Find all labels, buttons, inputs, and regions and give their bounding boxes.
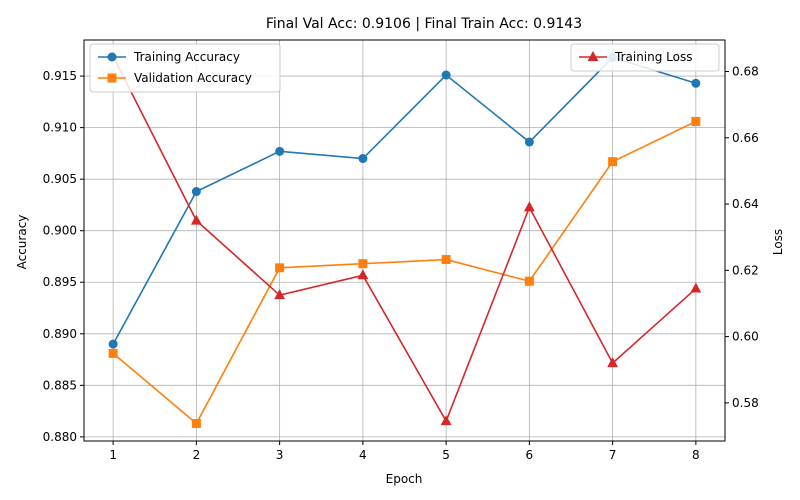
data-point-training-loss <box>274 289 286 300</box>
plot-frame <box>83 39 726 442</box>
y2-tick-label: 0.68 <box>732 64 759 78</box>
y2-tick-label: 0.64 <box>732 197 759 211</box>
data-point-validation-accuracy <box>691 116 701 126</box>
x-tick-label: 5 <box>442 448 450 462</box>
legend-label: Training Accuracy <box>133 50 240 64</box>
x-tick-label: 1 <box>109 448 117 462</box>
y2-tick-label: 0.62 <box>732 263 759 277</box>
data-point-validation-accuracy <box>191 418 201 428</box>
chart-title: Final Val Acc: 0.9106 | Final Train Acc:… <box>266 16 582 32</box>
y2-axis-title: Loss <box>771 229 785 255</box>
y-tick-label: 0.900 <box>43 224 77 238</box>
data-point-training-loss <box>690 282 702 293</box>
legend-marker <box>107 73 117 83</box>
x-tick-label: 4 <box>359 448 367 462</box>
data-point-training-accuracy <box>691 78 701 88</box>
x-tick-label: 2 <box>193 448 201 462</box>
series-line-validation-accuracy <box>112 120 697 425</box>
data-point-training-accuracy <box>191 187 201 197</box>
data-point-training-accuracy <box>524 137 534 147</box>
legend-upper-left: Training Accuracy Validation Accuracy <box>89 43 281 93</box>
y-tick-label: 0.890 <box>43 327 77 341</box>
y-tick-label: 0.910 <box>43 121 77 135</box>
data-point-validation-accuracy <box>608 157 618 167</box>
legend-upper-right: Training Loss <box>570 43 720 72</box>
y2-tick-label: 0.60 <box>732 330 759 344</box>
series-line-training-accuracy <box>112 56 697 345</box>
data-point-training-loss <box>357 269 369 280</box>
series-training-loss <box>107 50 702 426</box>
data-point-validation-accuracy <box>358 259 368 269</box>
data-point-training-loss <box>607 357 619 368</box>
legend-marker <box>107 52 117 62</box>
y-tick-label: 0.905 <box>43 172 77 186</box>
data-point-training-accuracy <box>358 154 368 164</box>
x-axis-title: Epoch <box>386 472 423 486</box>
x-tick-label: 6 <box>526 448 534 462</box>
data-point-training-accuracy <box>108 339 118 349</box>
legend-box <box>570 43 720 72</box>
legend-label: Training Loss <box>614 50 692 64</box>
x-tick-label: 3 <box>276 448 284 462</box>
series-line-training-loss <box>112 56 697 423</box>
y-tick-label: 0.885 <box>43 378 77 392</box>
y-tick-label: 0.895 <box>43 275 77 289</box>
grid-layer <box>84 40 725 441</box>
legend-marker <box>587 50 599 61</box>
data-point-validation-accuracy <box>441 255 451 265</box>
data-point-training-loss <box>523 201 535 212</box>
data-point-training-accuracy <box>441 70 451 80</box>
x-tick-label: 7 <box>609 448 617 462</box>
series-training-accuracy <box>108 53 701 349</box>
y2-tick-label: 0.66 <box>732 131 759 145</box>
data-point-training-accuracy <box>275 146 285 156</box>
series-layer <box>107 50 702 428</box>
data-point-validation-accuracy <box>108 348 118 358</box>
data-point-training-loss <box>190 214 202 225</box>
series-validation-accuracy <box>108 116 701 428</box>
legend-box <box>89 43 281 93</box>
x-tick-label: 8 <box>692 448 700 462</box>
data-point-training-loss <box>440 415 452 426</box>
legend-label: Validation Accuracy <box>134 71 252 85</box>
data-point-validation-accuracy <box>524 276 534 286</box>
axes-layer: 1 2 3 4 5 6 7 8 0.880 0.885 0.890 0.895 0.900 0.905 0.… <box>43 39 759 462</box>
y-axis-title: Accuracy <box>15 215 29 270</box>
y-tick-label: 0.880 <box>43 430 77 444</box>
y2-tick-label: 0.58 <box>732 396 759 410</box>
y-tick-label: 0.915 <box>43 69 77 83</box>
data-point-validation-accuracy <box>275 263 285 273</box>
